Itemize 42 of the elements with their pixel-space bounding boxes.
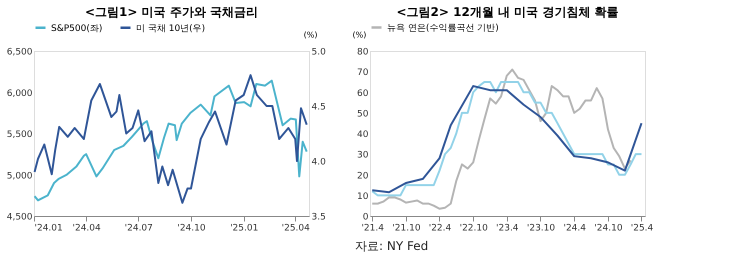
y-tick-label: 0 xyxy=(362,212,369,222)
y2-tick-label: 5.0 xyxy=(312,48,326,58)
x-tick-label: '24.04 xyxy=(72,224,102,234)
x-tick-label: '21.10 xyxy=(392,224,421,234)
legend-label: S&P500(좌) xyxy=(51,24,102,34)
y-tick-label: 70 xyxy=(357,68,369,78)
x-tick-label: '24.01 xyxy=(34,224,63,234)
y-tick-label: 10 xyxy=(357,192,369,202)
x-tick-label: '21.4 xyxy=(361,224,384,234)
legend-label: 뉴욕 연은(수익률곡선 기반) xyxy=(387,24,499,34)
y-tick-label: 4,500 xyxy=(6,212,33,222)
y-tick-label: 5,500 xyxy=(6,130,33,140)
y-tick-label: 50 xyxy=(357,109,369,120)
line-series xyxy=(371,68,632,210)
x-tick-label: '24.10 xyxy=(594,224,623,234)
y-tick-label: 6,500 xyxy=(6,48,33,58)
x-tick-label: '22.4 xyxy=(428,224,452,234)
chart-title: <그림2> 12개월 내 미국 경기침체 확률 xyxy=(396,5,619,19)
x-tick-label: '24.4 xyxy=(563,224,586,234)
y2-tick-label: 3.5 xyxy=(312,212,326,222)
y2-tick-label: 4.5 xyxy=(312,102,326,112)
x-tick-label: '22.10 xyxy=(460,224,488,234)
x-tick-label: '23.4 xyxy=(496,224,519,234)
y-tick-label: 5,000 xyxy=(6,171,33,182)
text: 자료: NY Fed xyxy=(355,239,428,253)
chart-title: <그림1> 미국 주가와 국채금리 xyxy=(85,5,258,19)
x-tick-label: '24.10 xyxy=(177,224,206,234)
x-tick-label: '24.07 xyxy=(124,224,153,234)
y2-tick-label: 4.0 xyxy=(312,158,326,168)
y-tick-label: 80 xyxy=(357,48,369,58)
y-axis-title: (%) xyxy=(352,30,366,40)
y-tick-label: 20 xyxy=(357,171,369,182)
y-tick-label: 60 xyxy=(357,88,369,99)
x-tick-label: '25.01 xyxy=(230,224,258,234)
y-tick-label: 30 xyxy=(357,150,369,161)
x-tick-label: '25.4 xyxy=(630,224,654,234)
x-tick-label: '23.10 xyxy=(526,224,556,234)
legend-label: 미 국채 10년(우) xyxy=(136,24,206,34)
y-tick-label: 6,000 xyxy=(6,88,33,99)
y2-axis-title: (%) xyxy=(304,30,318,40)
x-tick-label: '25.04 xyxy=(282,224,310,234)
y-tick-label: 40 xyxy=(357,130,369,140)
